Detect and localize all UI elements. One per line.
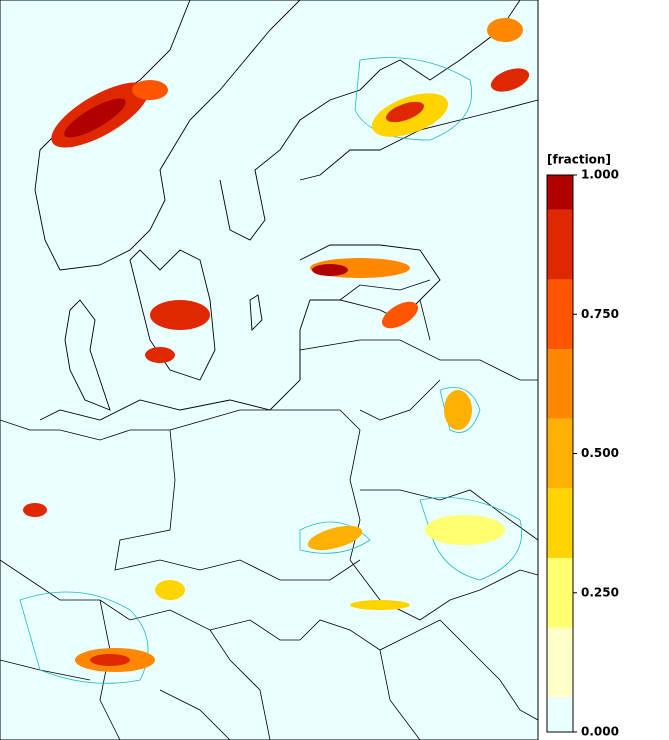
tick-label: 0.000 xyxy=(581,725,619,739)
field-area xyxy=(381,301,419,329)
coastline xyxy=(64,299,111,411)
field-area xyxy=(155,580,185,600)
colorbar-segment xyxy=(547,349,573,419)
colorbar-segment xyxy=(547,279,573,350)
colorbar-segment xyxy=(547,627,573,698)
field-area xyxy=(132,80,168,100)
field-area xyxy=(312,264,348,276)
field-area xyxy=(386,101,424,123)
field-area xyxy=(444,390,472,430)
colorbar-segment xyxy=(547,418,573,489)
field-area xyxy=(90,654,130,666)
map xyxy=(0,0,539,740)
field-area xyxy=(490,68,530,92)
colorbar-segment xyxy=(547,175,573,210)
contour xyxy=(19,57,522,684)
tick-label: 1.000 xyxy=(581,168,619,182)
field-area xyxy=(425,515,505,545)
field-area xyxy=(350,600,410,610)
colorbar-segment xyxy=(547,488,573,558)
field-area xyxy=(145,347,175,363)
coastline xyxy=(249,294,263,332)
tick-label: 0.250 xyxy=(581,585,619,599)
colorbar-segment xyxy=(547,209,573,280)
fraction-field xyxy=(23,18,530,672)
field-area xyxy=(150,300,210,330)
colorbar-segment xyxy=(547,557,573,628)
colorbar-segment xyxy=(547,697,573,732)
tick-label: 0.750 xyxy=(581,307,619,321)
field-area xyxy=(23,503,47,517)
coastline xyxy=(39,99,539,421)
tick-label: 0.500 xyxy=(581,446,619,460)
coastline xyxy=(129,249,216,381)
field-area xyxy=(307,525,363,551)
colorbar-title: [fraction] xyxy=(547,153,611,167)
field-area xyxy=(64,98,126,138)
border xyxy=(339,279,431,341)
field-area xyxy=(487,18,523,42)
